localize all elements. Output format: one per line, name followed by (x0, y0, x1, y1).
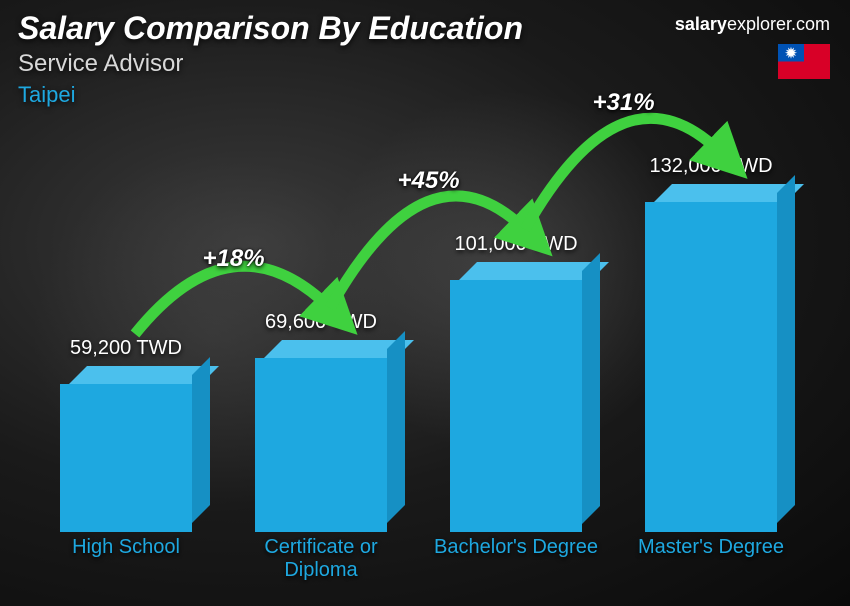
brand-bold: salary (675, 14, 727, 34)
chart-container: Salary Comparison By Education Service A… (0, 0, 850, 606)
chart-subtitle: Service Advisor (18, 50, 183, 78)
chart-location: Taipei (18, 82, 75, 108)
chart-title: Salary Comparison By Education (18, 10, 523, 47)
flag-icon (778, 44, 830, 79)
increase-label: +31% (593, 89, 655, 117)
brand-light: explorer.com (727, 14, 830, 34)
brand-logo: salaryexplorer.com (675, 14, 830, 35)
bar-chart: 59,200 TWDHigh School69,600 TWDCertifica… (40, 116, 810, 586)
increase-arc (40, 116, 810, 586)
